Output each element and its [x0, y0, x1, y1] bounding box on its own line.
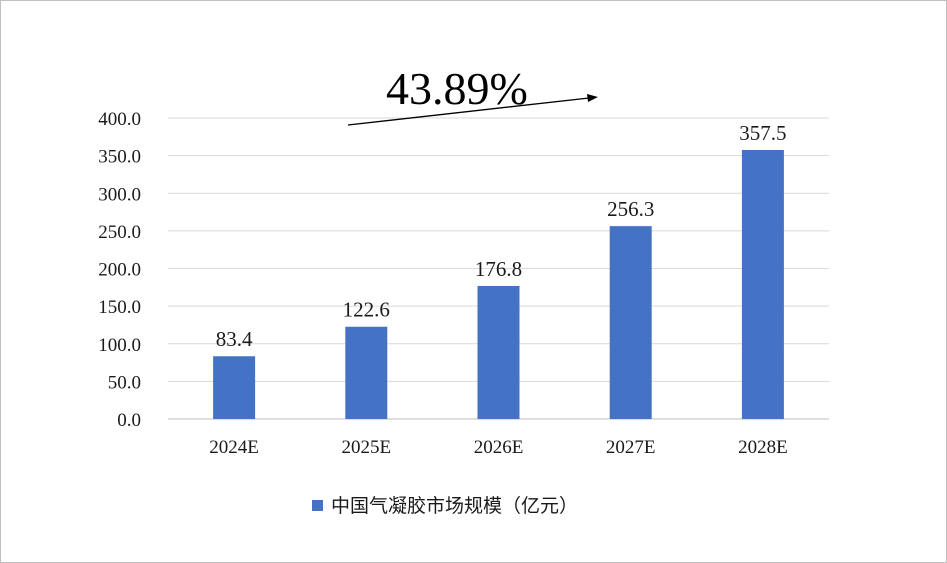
- data-label-2024E: 83.4: [216, 327, 253, 351]
- x-tick-label: 2026E: [474, 437, 524, 458]
- data-labels: 83.4 122.6 176.8 256.3 357.5: [216, 121, 787, 351]
- bar-2024E: [213, 356, 256, 419]
- x-tick-label: 2027E: [606, 437, 656, 458]
- y-tick-label: 50.0: [108, 372, 141, 393]
- y-tick-label: 400.0: [98, 109, 141, 130]
- grid-lines: [168, 117, 829, 420]
- x-axis-ticks: 2024E 2025E 2026E 2027E 2028E: [209, 437, 787, 458]
- bars: [213, 149, 784, 419]
- bar-2027E: [609, 226, 652, 419]
- growth-annotation: 43.89%: [347, 63, 598, 126]
- data-label-2026E: 176.8: [475, 257, 522, 281]
- legend-label: 中国气凝胶市场规模（亿元）: [331, 495, 578, 517]
- bar-2026E: [477, 285, 520, 419]
- x-tick-label: 2025E: [341, 437, 391, 458]
- legend: 中国气凝胶市场规模（亿元）: [312, 495, 578, 517]
- y-tick-label: 300.0: [98, 184, 141, 205]
- x-tick-label: 2028E: [738, 437, 788, 458]
- bar-2025E: [345, 326, 388, 419]
- y-tick-label: 0.0: [117, 410, 141, 431]
- x-tick-label: 2024E: [209, 437, 259, 458]
- y-tick-label: 200.0: [98, 260, 141, 281]
- data-label-2025E: 122.6: [343, 298, 390, 322]
- growth-arrow-line: [347, 97, 590, 126]
- data-label-2028E: 357.5: [739, 121, 786, 145]
- legend-swatch: [312, 500, 323, 511]
- growth-arrow-head: [587, 94, 598, 102]
- y-axis-ticks: 0.0 50.0 100.0 150.0 200.0 250.0 300.0 350.0 400…: [98, 109, 141, 431]
- y-tick-label: 250.0: [98, 222, 141, 243]
- y-tick-label: 150.0: [98, 297, 141, 318]
- y-tick-label: 350.0: [98, 147, 141, 168]
- bar-2028E: [741, 149, 784, 419]
- growth-rate-label: 43.89%: [386, 63, 528, 114]
- data-label-2027E: 256.3: [607, 197, 654, 221]
- y-tick-label: 100.0: [98, 335, 141, 356]
